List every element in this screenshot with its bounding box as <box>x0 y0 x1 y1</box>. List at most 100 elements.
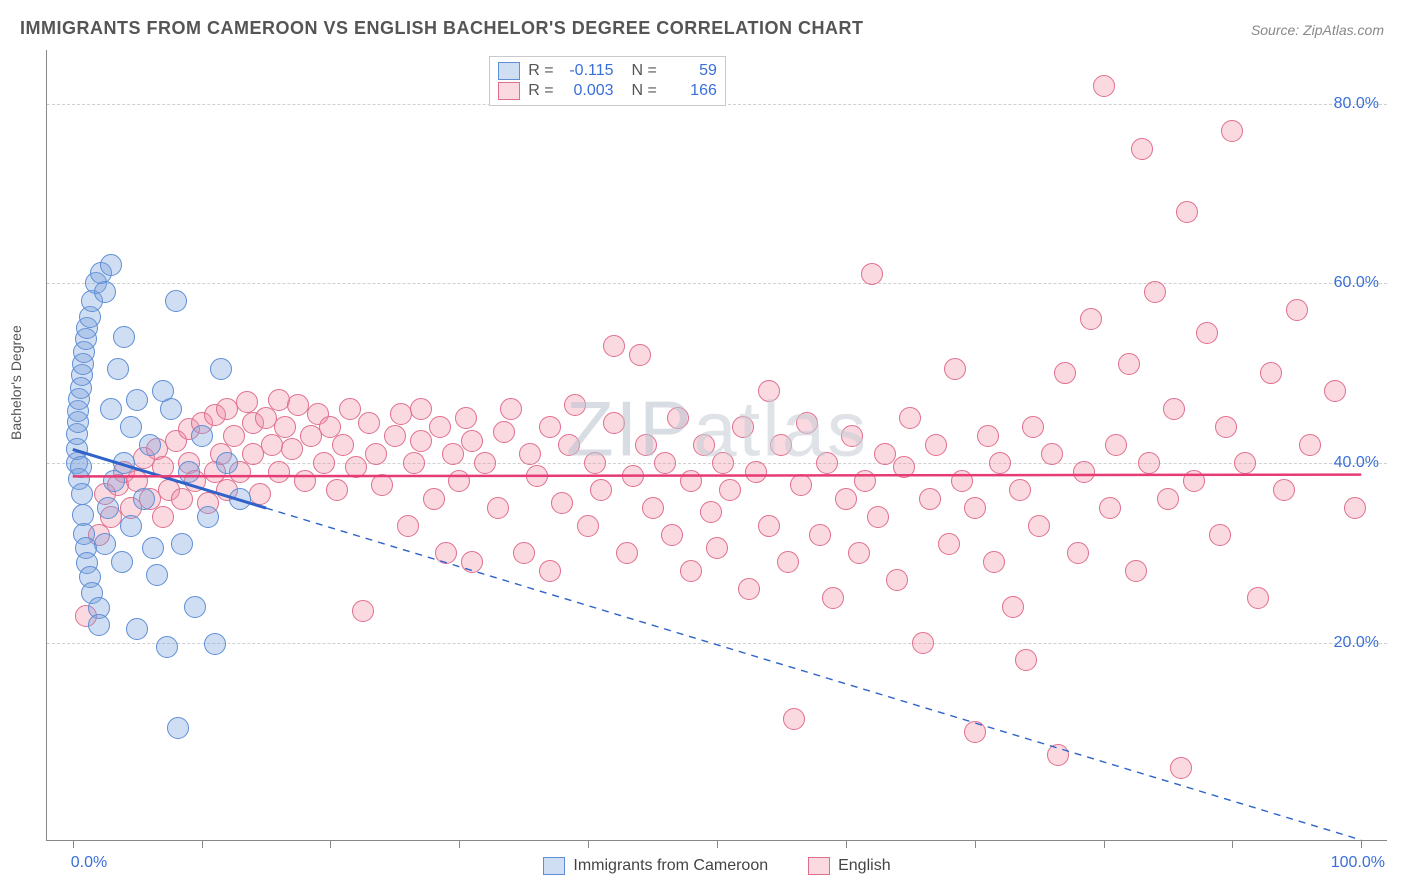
point-cameroon <box>133 488 155 510</box>
point-english <box>1125 560 1147 582</box>
point-cameroon <box>94 533 116 555</box>
point-english <box>848 542 870 564</box>
legend-stats-row-english: R =0.003N =166 <box>498 81 717 101</box>
point-english <box>1260 362 1282 384</box>
legend-N-label: N = <box>632 62 657 80</box>
point-english <box>487 497 509 519</box>
legend-swatch-cameroon <box>543 857 565 875</box>
point-english <box>1324 380 1346 402</box>
point-english <box>551 492 573 514</box>
point-english <box>732 416 754 438</box>
point-english <box>1176 201 1198 223</box>
point-english <box>345 456 367 478</box>
point-english <box>1234 452 1256 474</box>
point-cameroon <box>191 425 213 447</box>
point-english <box>622 465 644 487</box>
point-english <box>365 443 387 465</box>
point-english <box>281 438 303 460</box>
point-english <box>841 425 863 447</box>
point-english <box>745 461 767 483</box>
x-tick <box>1361 840 1362 848</box>
point-english <box>983 551 1005 573</box>
point-english <box>719 479 741 501</box>
point-english <box>1157 488 1179 510</box>
point-english <box>397 515 419 537</box>
point-cameroon <box>204 633 226 655</box>
x-tick <box>588 840 589 848</box>
point-english <box>1273 479 1295 501</box>
point-english <box>435 542 457 564</box>
point-english <box>1286 299 1308 321</box>
point-english <box>616 542 638 564</box>
point-cameroon <box>94 281 116 303</box>
x-tick <box>846 840 847 848</box>
point-english <box>1002 596 1024 618</box>
point-english <box>629 344 651 366</box>
point-english <box>236 391 258 413</box>
point-english <box>1170 757 1192 779</box>
point-english <box>539 416 561 438</box>
point-english <box>152 456 174 478</box>
point-english <box>912 632 934 654</box>
point-english <box>223 425 245 447</box>
point-cameroon <box>71 483 93 505</box>
point-english <box>1131 138 1153 160</box>
point-english <box>989 452 1011 474</box>
point-english <box>268 461 290 483</box>
point-english <box>758 380 780 402</box>
point-cameroon <box>184 596 206 618</box>
point-english <box>577 515 599 537</box>
point-english <box>455 407 477 429</box>
x-tick <box>1232 840 1233 848</box>
plot-area: ZIPatlas R =-0.115N =59R =0.003N =166 Im… <box>46 50 1387 841</box>
x-tick <box>717 840 718 848</box>
point-english <box>1247 587 1269 609</box>
point-english <box>332 434 354 456</box>
point-cameroon <box>126 389 148 411</box>
point-english <box>1138 452 1160 474</box>
point-english <box>526 465 548 487</box>
point-english <box>680 470 702 492</box>
point-english <box>661 524 683 546</box>
point-english <box>700 501 722 523</box>
point-english <box>1163 398 1185 420</box>
point-cameroon <box>139 434 161 456</box>
point-english <box>1047 744 1069 766</box>
point-cameroon <box>210 358 232 380</box>
point-english <box>294 470 316 492</box>
point-cameroon <box>107 358 129 380</box>
point-english <box>384 425 406 447</box>
x-tick-label-left: 0.0% <box>71 854 107 872</box>
point-english <box>1105 434 1127 456</box>
point-english <box>1093 75 1115 97</box>
point-english <box>1073 461 1095 483</box>
point-cameroon <box>70 456 92 478</box>
point-english <box>152 506 174 528</box>
point-english <box>977 425 999 447</box>
point-english <box>429 416 451 438</box>
y-tick-label: 80.0% <box>1334 95 1379 113</box>
point-english <box>693 434 715 456</box>
point-english <box>313 452 335 474</box>
point-english <box>590 479 612 501</box>
point-english <box>564 394 586 416</box>
point-english <box>899 407 921 429</box>
point-cameroon <box>197 506 219 528</box>
x-tick <box>202 840 203 848</box>
chart-title: IMMIGRANTS FROM CAMEROON VS ENGLISH BACH… <box>20 18 863 39</box>
point-cameroon <box>100 254 122 276</box>
point-english <box>1144 281 1166 303</box>
point-english <box>1067 542 1089 564</box>
point-english <box>1209 524 1231 546</box>
point-english <box>461 551 483 573</box>
legend-swatch-cameroon <box>498 62 520 80</box>
legend-series: Immigrants from CameroonEnglish <box>47 857 1387 875</box>
point-cameroon <box>111 551 133 573</box>
point-english <box>1015 649 1037 671</box>
point-cameroon <box>88 614 110 636</box>
point-english <box>706 537 728 559</box>
x-tick <box>1104 840 1105 848</box>
legend-stats: R =-0.115N =59R =0.003N =166 <box>489 56 726 106</box>
point-english <box>758 515 780 537</box>
point-english <box>603 335 625 357</box>
